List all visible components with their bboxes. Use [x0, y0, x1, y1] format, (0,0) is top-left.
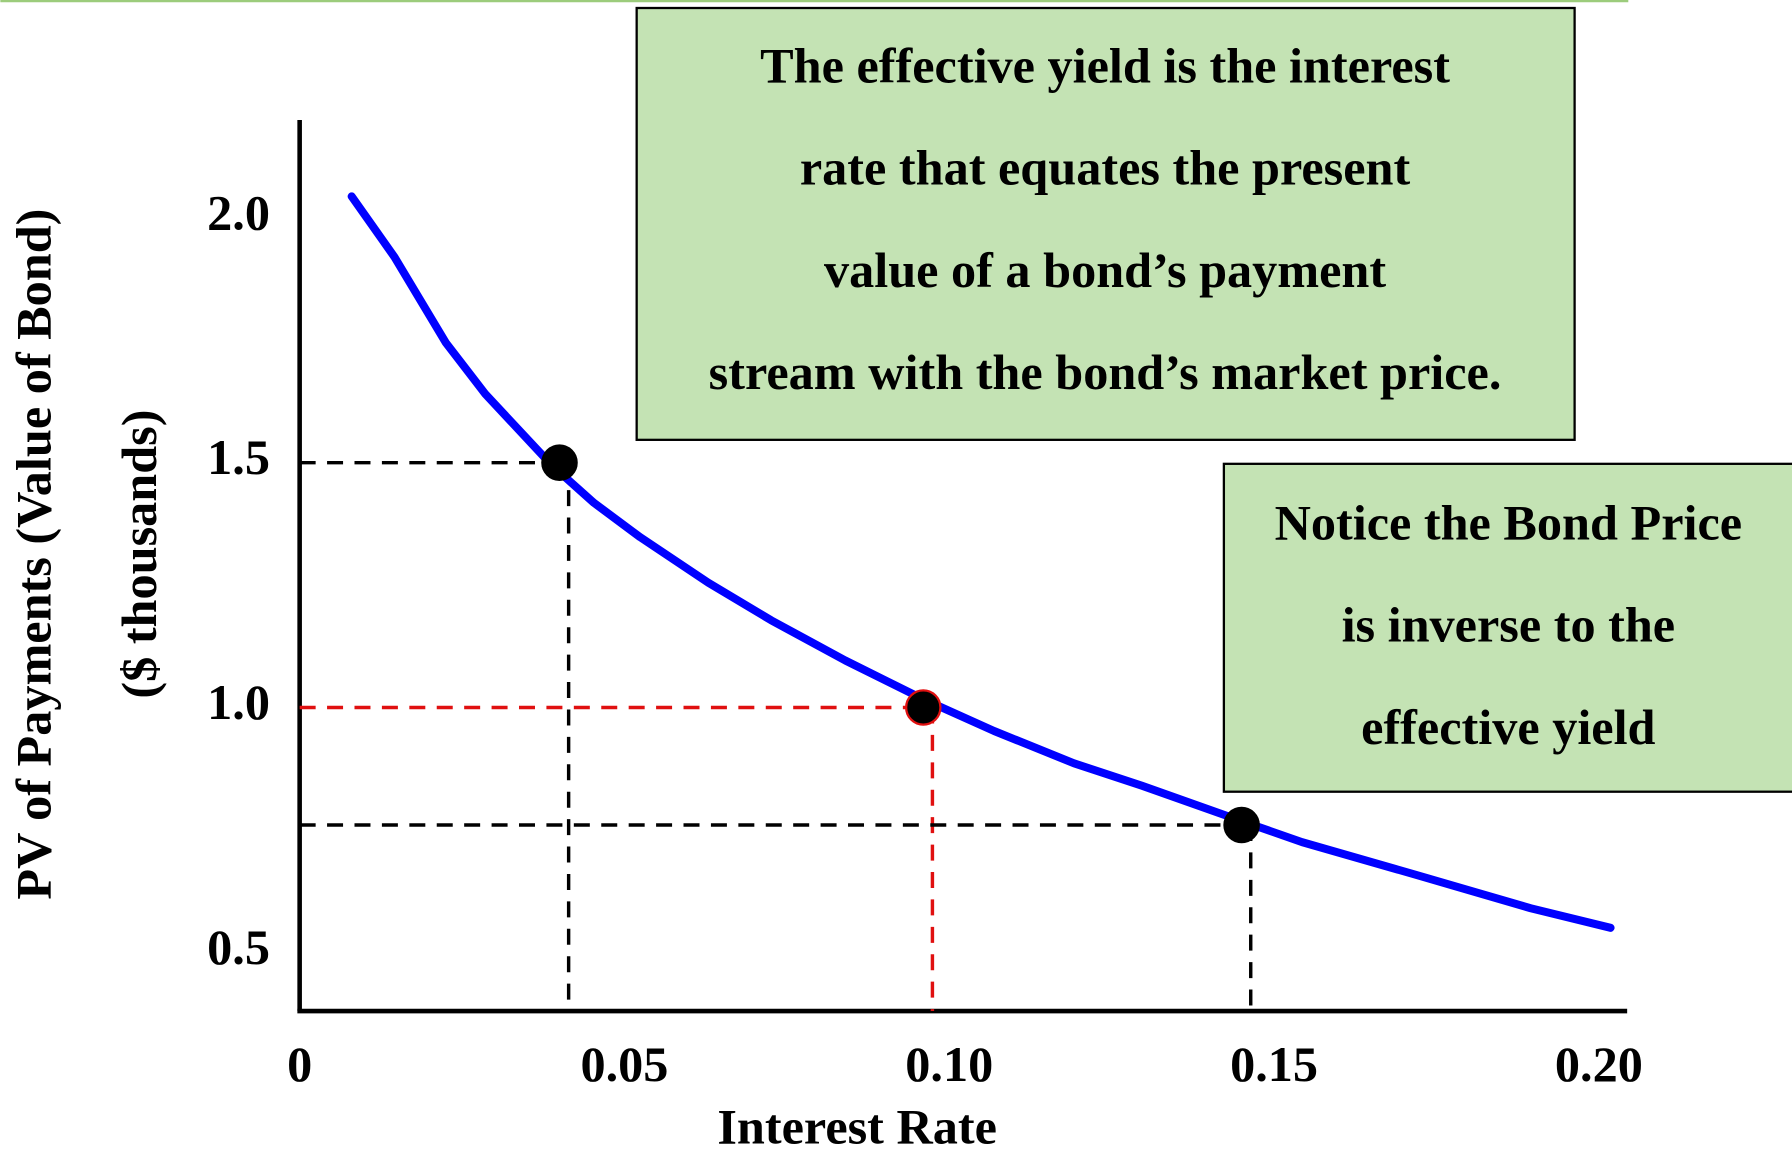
annotation-line: stream with the bond’s market price. [709, 344, 1502, 400]
annotation-line: effective yield [1361, 699, 1655, 755]
y-tick-label: 0.5 [207, 919, 270, 975]
annotation-line: The effective yield is the interest [760, 37, 1450, 93]
point [905, 689, 942, 726]
y-axis-label: ($ thousands) [111, 410, 167, 699]
y-tick-label: 1.0 [207, 674, 270, 730]
point [541, 444, 578, 481]
x-tick-label: 0 [287, 1036, 312, 1092]
x-tick-label: 0.15 [1230, 1036, 1318, 1092]
annotation-line: rate that equates the present [800, 140, 1411, 196]
point [1223, 806, 1260, 844]
annotation-line: is inverse to the [1342, 597, 1676, 653]
y-axis-label: PV of Payments (Value of Bond) [6, 209, 62, 900]
x-tick-label: 0.20 [1555, 1036, 1643, 1092]
annotation-line: Notice the Bond Price [1275, 494, 1743, 550]
y-tick-label: 2.0 [207, 184, 270, 240]
curve [347, 192, 1615, 932]
x-tick-label: 0.10 [905, 1036, 993, 1092]
annotation-box [635, 6, 1576, 441]
y-tick-label: 1.5 [207, 429, 270, 485]
x-axis-label: Interest Rate [717, 1099, 997, 1155]
annotation-box [1222, 462, 1792, 793]
x-tick-label: 0.05 [580, 1036, 668, 1092]
annotation-line: value of a bond’s payment [824, 242, 1386, 298]
